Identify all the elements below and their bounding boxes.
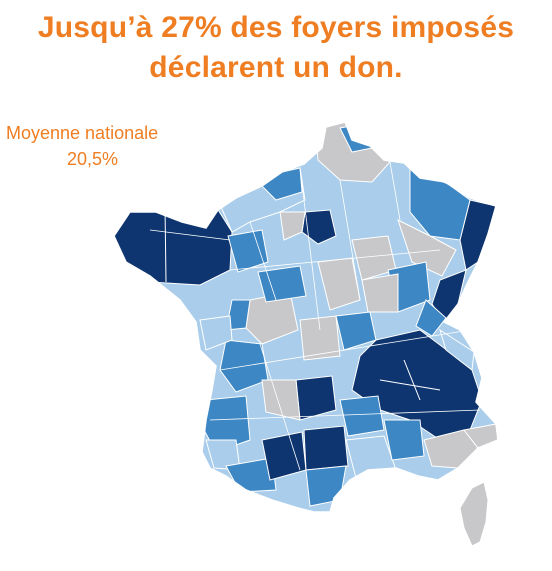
department-yvelines (279, 211, 306, 241)
headline-line-1: Jusqu’à 27% des foyers imposés (37, 11, 515, 44)
department-dordogne (261, 379, 301, 421)
national-average-value: 20,5% (67, 149, 119, 169)
department-vendee (199, 315, 233, 351)
headline-line-2: déclarent un don. (149, 51, 403, 84)
department-mayenne (227, 229, 269, 273)
department-ariege (305, 465, 347, 507)
department-vosges (397, 219, 457, 277)
department-border (379, 379, 441, 391)
department-aveyron (339, 395, 385, 437)
department-border (403, 359, 421, 401)
department-nievre (335, 311, 377, 351)
department-yonne (361, 273, 399, 313)
department-haute-garonne (303, 425, 349, 471)
department-gard (383, 419, 425, 461)
france-outline (113, 121, 499, 513)
national-average-label: Moyenne nationale (6, 123, 159, 143)
department-borders (149, 161, 481, 471)
headline: Jusqu’à 27% des foyers imposés déclarent… (0, 8, 552, 88)
department-corse (459, 481, 489, 547)
department-haute-savoie (439, 328, 475, 371)
department-border (164, 204, 167, 283)
departments (114, 122, 498, 512)
department-sarthe (257, 265, 307, 303)
national-average: Moyenne nationale 20,5% (0, 120, 200, 172)
department-cher (299, 315, 341, 361)
department-alpes-maritimes (463, 423, 498, 449)
